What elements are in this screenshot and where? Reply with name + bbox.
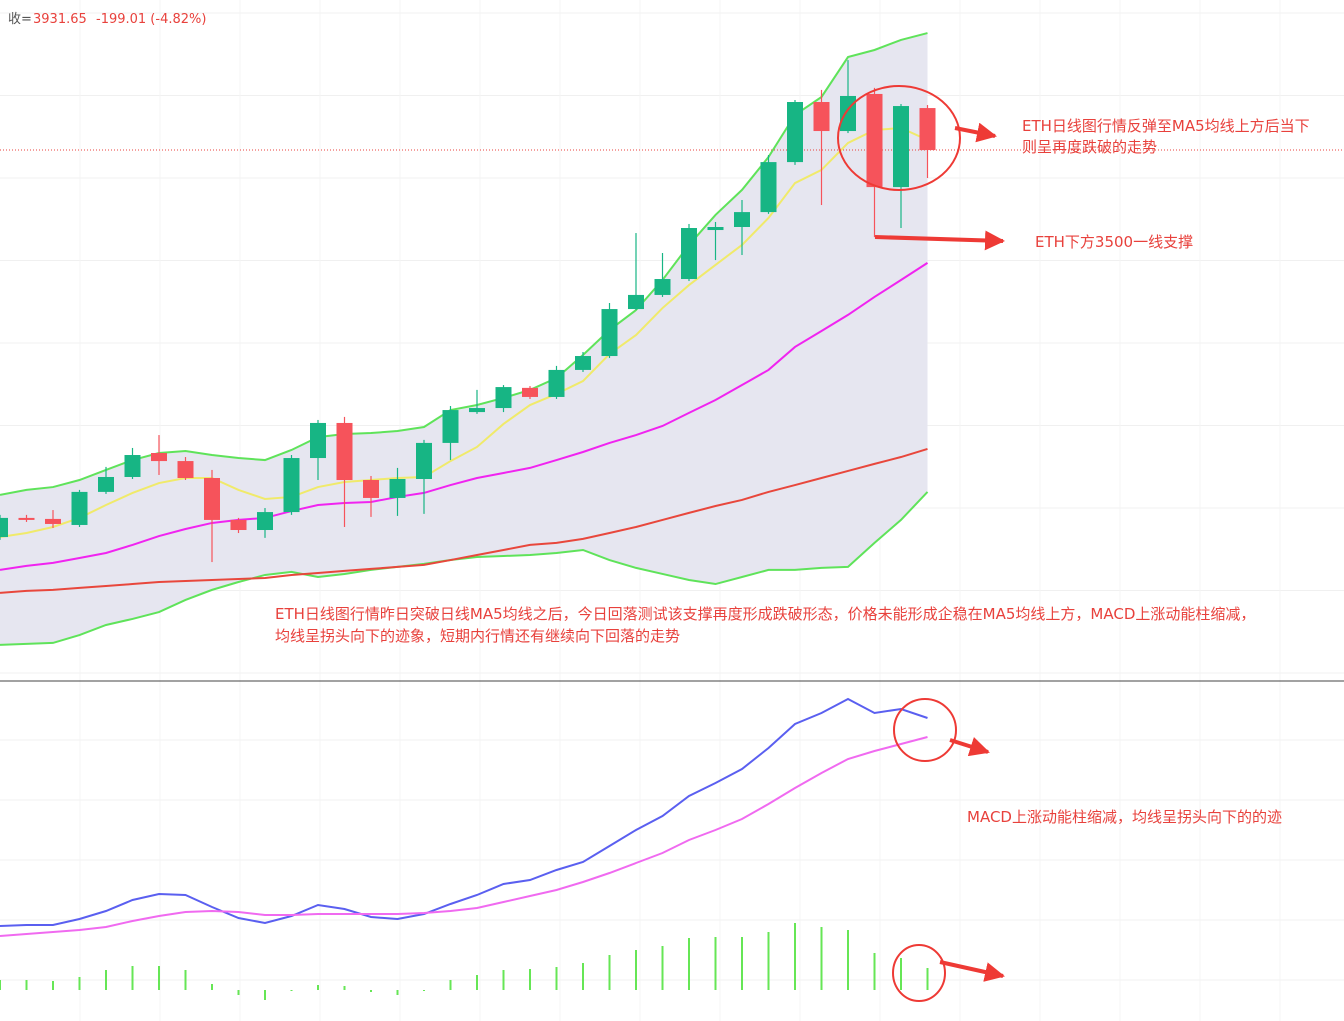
candle-body	[681, 228, 697, 280]
candle-body	[151, 452, 167, 462]
candle-body	[363, 480, 379, 498]
header-label: 收=	[8, 12, 32, 27]
circle	[893, 698, 957, 762]
header-change: -199.01 (-4.82%)	[96, 12, 206, 27]
arrow	[874, 230, 1005, 251]
candle-body	[495, 387, 512, 409]
candle-body	[893, 106, 909, 188]
candle-body	[760, 162, 777, 213]
candle-body	[310, 422, 326, 459]
candle-body	[734, 212, 750, 228]
candle-body	[575, 356, 591, 370]
annotation: 均线呈拐头向下的迹象，短期内行情还有继续向下回落的走势	[275, 627, 680, 645]
header-price: 3931.65	[33, 12, 87, 27]
band-area	[0, 33, 928, 645]
candle-body	[204, 477, 220, 520]
candle-body	[787, 102, 803, 163]
circle	[837, 85, 961, 191]
annotation: ETH日线图行情昨日突破日线MA5均线之后，今日回落测试该支撑再度形成跌破形态，…	[275, 605, 1255, 623]
annotation: 则呈再度跌破的走势	[1022, 138, 1157, 156]
candle-body	[548, 369, 565, 397]
annotation: ETH日线图行情反弹至MA5均线上方后当下	[1022, 117, 1310, 135]
line-series	[0, 262, 929, 571]
candle-body	[840, 95, 856, 132]
annotation: MACD上涨动能柱缩减，均线呈拐头向下的的迹	[967, 808, 1282, 826]
candle-body	[177, 461, 194, 478]
candle-body	[469, 408, 485, 413]
candle-body	[628, 294, 644, 310]
candle-body	[98, 476, 114, 492]
annotation-shapes	[837, 85, 1005, 1002]
line-series	[0, 697, 928, 927]
line-series	[0, 127, 928, 539]
candle-body	[601, 309, 618, 357]
candle-body	[654, 279, 671, 295]
line-series	[0, 736, 928, 937]
candle-body	[336, 422, 353, 481]
arrow	[939, 960, 1005, 982]
candle-body	[257, 512, 273, 531]
candle-body	[0, 517, 8, 538]
candle-body	[866, 93, 883, 188]
candle-body	[522, 387, 538, 397]
candle-body	[442, 410, 459, 443]
arrow	[954, 122, 997, 143]
candle-body	[416, 442, 432, 480]
candle-body	[230, 519, 247, 531]
candle-body	[71, 491, 88, 525]
candle-body	[707, 227, 724, 231]
circle	[892, 944, 946, 1002]
candle-body	[18, 517, 35, 520]
candle-body	[919, 108, 936, 151]
candle-body	[124, 455, 141, 477]
arrow	[949, 737, 990, 757]
candle-body	[283, 458, 300, 513]
line-series	[0, 448, 928, 594]
annotation: ETH下方3500一线支撑	[1035, 233, 1193, 251]
candle-body	[389, 479, 406, 498]
candle-body	[813, 102, 830, 132]
plot	[0, 32, 1344, 1000]
candle-body	[45, 518, 61, 524]
